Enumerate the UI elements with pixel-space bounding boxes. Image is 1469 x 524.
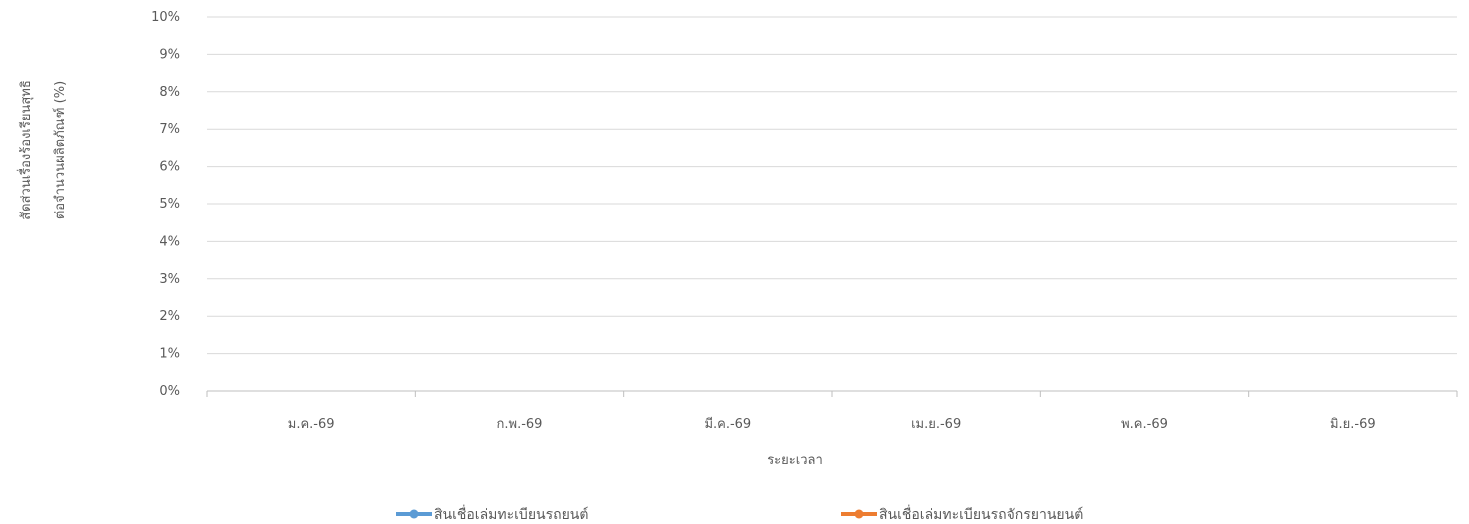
legend-label: สินเชื่อเล่มทะเบียนรถยนต์: [434, 505, 588, 523]
y-tick-label: 10%: [151, 10, 180, 25]
y-tick-label: 9%: [159, 47, 180, 62]
x-tick-label: ม.ค.-69: [288, 417, 335, 432]
gridlines: [207, 16, 1457, 392]
x-tick-label: เม.ย.-69: [911, 417, 961, 432]
y-tick-label: 0%: [159, 384, 180, 399]
legend-label: สินเชื่อเล่มทะเบียนรถจักรยานยนต์: [879, 505, 1083, 523]
legend-marker: [854, 509, 864, 519]
y-tick-label: 4%: [159, 234, 180, 249]
x-axis-title: ระยะเวลา: [767, 453, 823, 468]
legend-marker: [409, 509, 419, 519]
y-tick-label: 1%: [159, 347, 180, 362]
x-axis: ม.ค.-69 ก.พ.-69 มี.ค.-69 เม.ย.-69 พ.ค.-69 มิ.…: [206, 391, 1458, 432]
legend-item-1: สินเชื่อเล่มทะเบียนรถจักรยานยนต์: [841, 505, 1083, 523]
x-tick-label: มี.ค.-69: [704, 416, 751, 432]
y-tick-label: 6%: [159, 160, 180, 175]
y-tick-label: 5%: [159, 197, 180, 212]
x-tick-label: มิ.ย.-69: [1330, 417, 1376, 432]
legend-item-0: สินเชื่อเล่มทะเบียนรถยนต์: [396, 505, 588, 523]
y-axis-title-line2: ต่อจำนวนผลิตภัณฑ์ (%): [52, 81, 68, 219]
y-tick-label: 3%: [159, 272, 180, 287]
y-tick-label: 2%: [159, 309, 180, 324]
x-tick-label: ก.พ.-69: [497, 417, 543, 432]
y-axis-title-line1: สัดส่วนเรื่องร้องเรียนสุทธิ: [17, 80, 34, 220]
x-tick-label: พ.ค.-69: [1121, 417, 1168, 432]
y-axis-ticks: 0% 1% 2% 3% 4% 5% 6% 7% 8% 9% 10%: [151, 10, 180, 399]
legend: สินเชื่อเล่มทะเบียนรถยนต์ สินเชื่อเล่มทะเ…: [396, 505, 1083, 523]
y-tick-label: 8%: [159, 85, 180, 100]
y-tick-label: 7%: [159, 122, 180, 137]
